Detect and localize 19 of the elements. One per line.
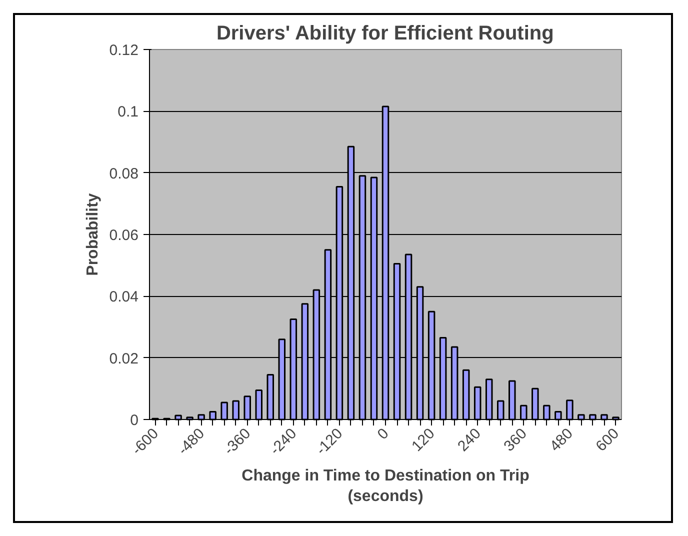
x-tick-label: 0 [374, 425, 392, 444]
y-tick-label: 0.04 [109, 288, 139, 306]
x-tick-label: -480 [174, 425, 208, 458]
chart-title: Drivers' Ability for Efficient Routing [216, 22, 554, 44]
x-tick-label: 360 [500, 425, 530, 455]
x-tick-label: -120 [312, 425, 346, 458]
y-tick-label: 0.06 [109, 227, 139, 244]
x-tick-label: 240 [454, 425, 484, 455]
x-tick-label: 600 [592, 425, 622, 455]
x-tick-label: 120 [408, 425, 438, 455]
y-tick-label: 0.12 [109, 42, 139, 59]
y-tick-label: 0.08 [109, 165, 139, 182]
x-tick-label: 480 [546, 425, 576, 455]
y-tick-label: 0.02 [109, 350, 139, 368]
x-tick-label: -240 [266, 425, 300, 458]
x-axis-title: Change in Time to Destination on Trip (seconds) [242, 468, 530, 505]
y-axis-title: Probability [84, 193, 102, 276]
x-tick-label: -360 [220, 425, 254, 458]
y-tick-label: 0.1 [118, 104, 139, 121]
